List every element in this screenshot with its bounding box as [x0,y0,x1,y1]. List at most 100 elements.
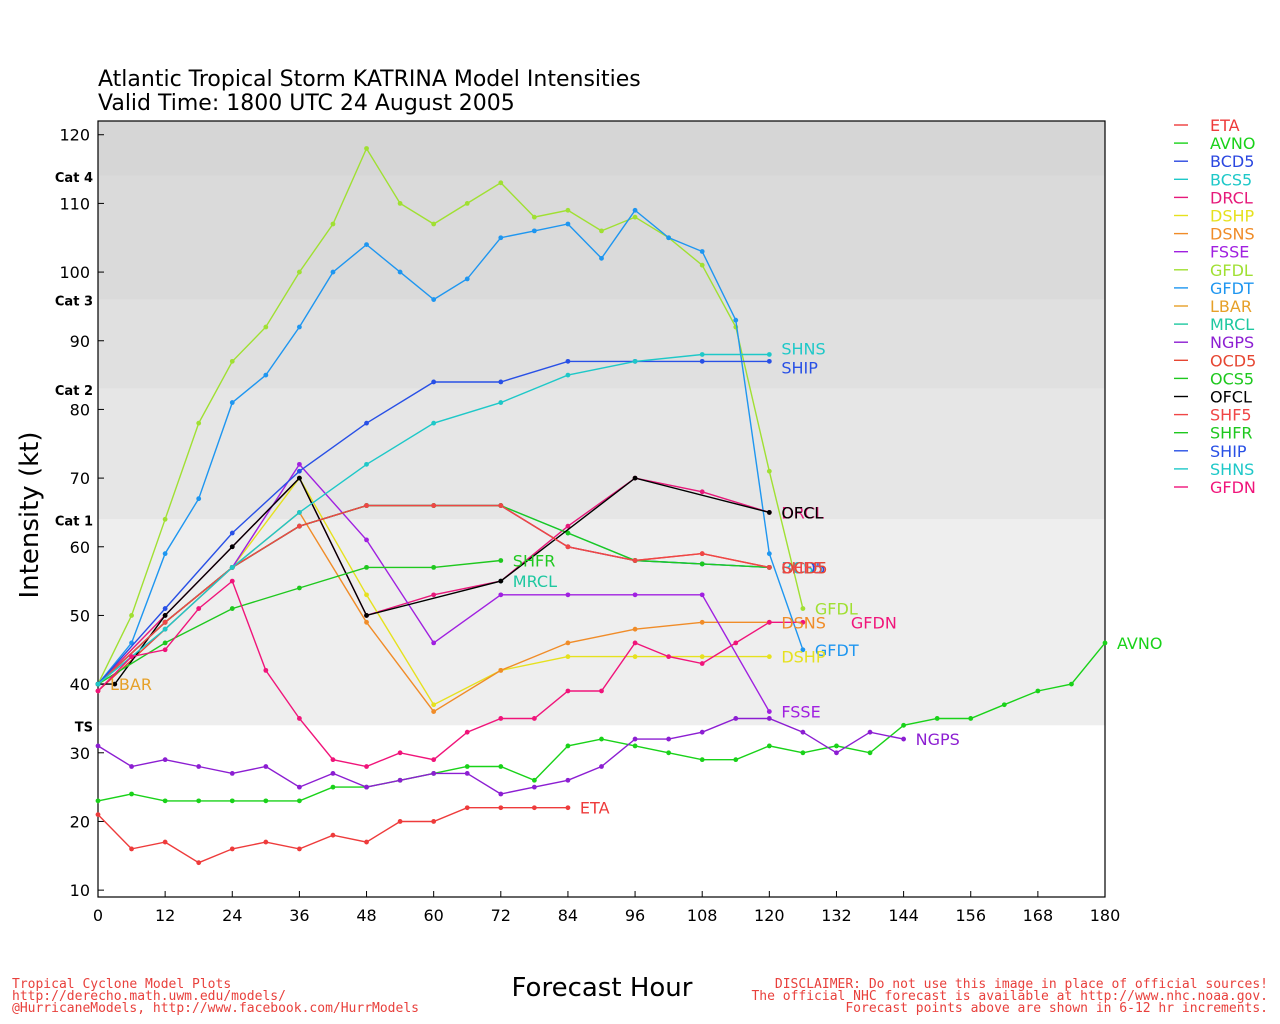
data-point-avno [1035,688,1041,694]
data-point-dsns [565,640,571,646]
data-point-ngps [196,764,202,769]
data-point-dshp [699,654,705,660]
y-tick-label: 120 [59,126,90,145]
data-point-shf5 [297,523,302,529]
end-label-bcs5: BCS5 [781,558,823,577]
y-tick-label: 100 [59,263,90,282]
y-tick-label: 40 [70,675,90,694]
data-point-ngps [867,729,873,735]
data-point-ship [297,468,302,474]
data-point-ship [229,530,235,536]
end-label-ofcl: OFCL [781,503,823,522]
data-point-shfr [364,564,369,570]
data-point-gfdt [699,249,705,254]
legend-label-ocs5: OCS5 [1210,369,1254,388]
data-point-ship [364,420,369,426]
x-tick-label: 60 [423,906,443,925]
legend-label-dshp: DSHP [1210,207,1255,226]
footer-disclaimer-line2: The official NHC forecast is available a… [751,989,1268,1004]
data-point-ngps [431,770,437,776]
data-point-gfdn [196,606,202,611]
data-point-avno [699,757,705,763]
data-point-gfdl [766,468,772,474]
end-label-fsse: FSSE [781,703,820,722]
data-point-shfr [297,585,302,591]
category-bands [98,121,1105,897]
series-layer [95,146,1108,866]
end-label-dsns: DSNS [781,613,826,632]
legend-label-ocd5: OCD5 [1210,351,1256,370]
end-label-dshp: DSHP [781,648,826,667]
end-label-ocd5: OCD5 [781,558,827,577]
data-point-ship [766,358,772,364]
data-point-gfdl [565,207,571,213]
data-point-gfdt [766,551,772,557]
data-point-avno [129,791,134,797]
end-label-shf5: SHF5 [781,558,823,577]
x-tick-label: 108 [687,906,718,925]
data-point-avno [229,798,235,804]
data-point-avno [1102,640,1108,646]
end-label-gfdl: GFDL [815,600,858,619]
data-point-ngps [330,770,336,776]
data-point-gfdl [800,606,806,611]
x-tick-label: 180 [1090,906,1121,925]
footer-left-line1: Tropical Cyclone Model Plots [12,977,231,992]
data-point-gfdn [666,654,672,660]
data-point-gfdt [229,400,235,405]
data-point-drcl [565,523,571,529]
legend-label-bcs5: BCS5 [1210,170,1252,189]
data-point-avno [297,798,302,804]
x-tick-label: 36 [289,906,309,925]
end-label-bcd5: BCD5 [781,558,825,577]
category-label-cat-4: Cat 4 [55,171,93,186]
data-point-gfdt [364,242,369,248]
data-point-gfdl [196,420,202,426]
data-point-ship [699,358,705,364]
footer-left-line2: http://derecho.math.uwm.edu/models/ [12,989,286,1004]
data-point-eta [162,839,168,845]
legend-label-shfr: SHFR [1210,424,1253,443]
data-point-eta [129,846,134,852]
data-point-gfdn [733,640,739,646]
data-point-fsse [632,592,638,598]
data-point-avno [666,750,672,756]
data-point-avno [1069,681,1074,687]
end-label-ship: SHIP [781,358,818,377]
data-point-shf5 [431,503,437,508]
data-point-avno [599,736,604,742]
category-labels: TS Cat 1 Cat 2 Cat 3 Cat 4 [55,171,93,735]
data-point-gfdt [330,269,336,275]
data-point-ngps [95,743,101,749]
y-tick-label: 50 [70,606,90,625]
data-point-gfdn [297,716,302,721]
end-label-lbar: LBAR [110,675,152,694]
data-point-gfdn [397,750,403,756]
data-point-ship [431,379,437,385]
data-point-gfdl [632,214,638,220]
data-point-gfdn [498,716,504,721]
legend-label-gfdt: GFDT [1210,279,1254,298]
data-point-shf5 [162,619,168,625]
data-point-gfdn [531,716,537,721]
end-label-gfdn: GFDN [851,613,897,632]
legend-label-ship: SHIP [1210,442,1247,461]
data-point-eta [229,846,235,852]
data-point-gfdl [699,262,705,268]
data-point-ngps [464,770,470,776]
data-point-gfdn [632,640,638,646]
data-point-gfdt [297,324,302,330]
data-point-gfdt [565,221,571,227]
footer-disclaimer-line3: Forecast points above are shown in 6-12 … [845,1001,1268,1016]
data-point-avno [531,777,537,783]
data-point-avno [632,743,638,749]
category-label-cat-2: Cat 2 [55,384,93,399]
data-point-shf5 [632,558,638,563]
data-point-ofcl [162,613,168,618]
data-point-ngps [733,716,739,721]
data-point-drcl [699,489,705,495]
x-tick-label: 12 [155,906,175,925]
data-point-gfdt [666,235,672,241]
legend-label-ngps: NGPS [1210,333,1254,352]
